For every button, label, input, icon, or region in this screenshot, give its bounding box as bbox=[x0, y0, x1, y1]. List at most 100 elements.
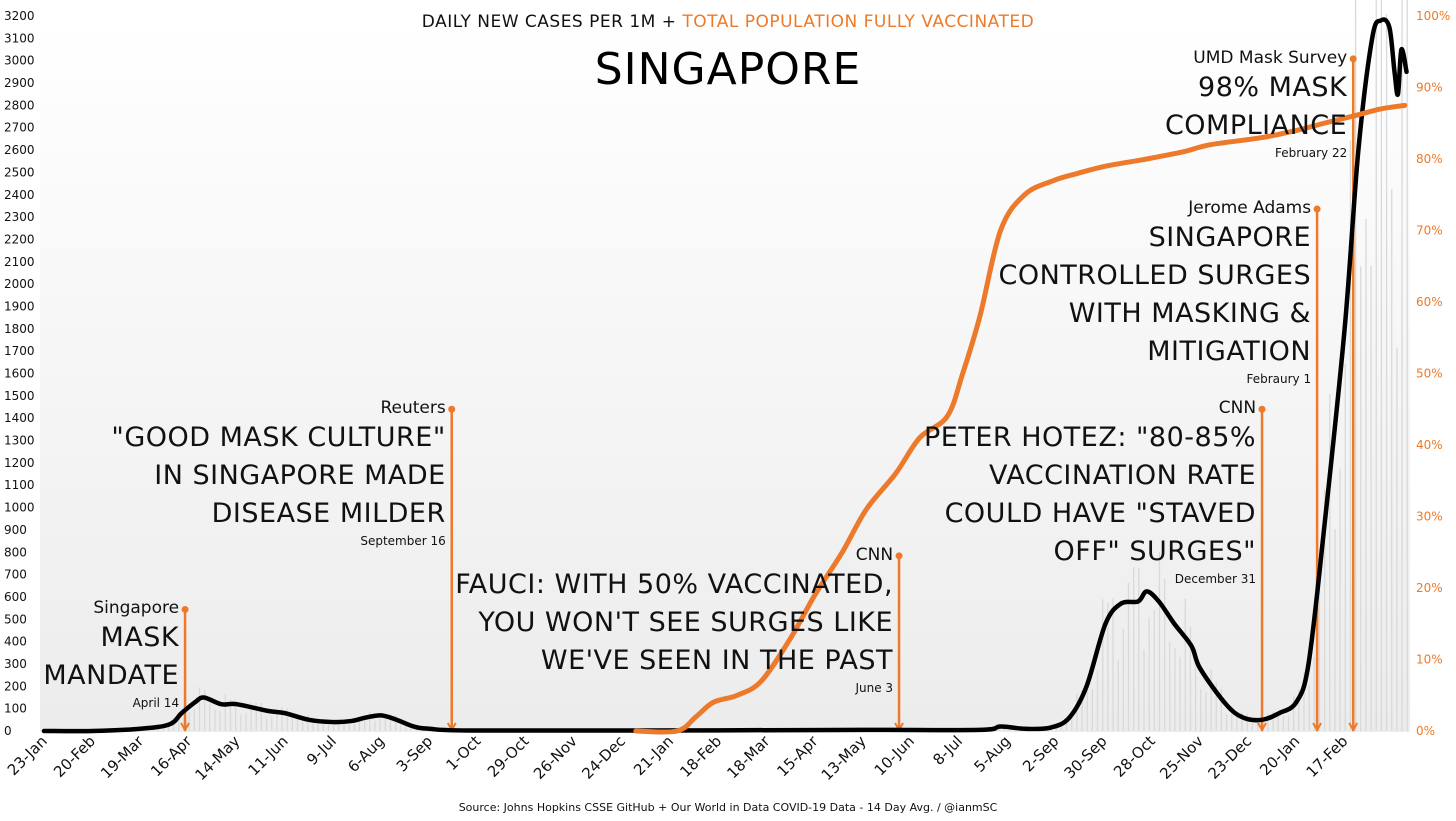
y-left-tick-label: 100 bbox=[4, 702, 27, 716]
y-left-tick-label: 1200 bbox=[4, 456, 35, 470]
daily-case-bar bbox=[265, 718, 268, 731]
daily-case-bar bbox=[255, 702, 257, 731]
daily-case-bar bbox=[389, 713, 392, 731]
daily-case-bar bbox=[307, 715, 309, 731]
y-left-tick-label: 2400 bbox=[4, 188, 35, 202]
daily-case-bar bbox=[1194, 652, 1197, 731]
y-left-tick-label: 2800 bbox=[4, 98, 35, 112]
daily-case-bar bbox=[157, 728, 159, 731]
daily-case-bar bbox=[1163, 578, 1166, 731]
x-tick-label: 25-Nov bbox=[1156, 732, 1207, 783]
x-tick-label: 8-Jul bbox=[929, 732, 966, 769]
daily-case-bar bbox=[1391, 189, 1393, 731]
annotation-block: CNN PETER HOTEZ: "80-85% VACCINATION RATE C… bbox=[924, 397, 1256, 587]
daily-case-bar bbox=[1251, 722, 1254, 731]
daily-case-bar bbox=[1205, 691, 1207, 731]
annotation-source: Jerome Adams bbox=[1188, 198, 1312, 219]
y-right-tick-label: 50% bbox=[1416, 367, 1443, 381]
annotation-headline: YOU WON'T SEE SURGES LIKE bbox=[478, 606, 894, 638]
daily-case-bar bbox=[1215, 681, 1217, 731]
daily-case-bar bbox=[1241, 712, 1243, 731]
daily-case-bar bbox=[1303, 672, 1305, 731]
daily-case-bar bbox=[1313, 657, 1315, 731]
x-tick-label: 3-Sep bbox=[393, 732, 436, 775]
daily-case-bar bbox=[1138, 568, 1140, 731]
daily-case-bar bbox=[1133, 567, 1135, 731]
daily-case-bar bbox=[353, 723, 355, 731]
y-left-tick-label: 2900 bbox=[4, 76, 35, 90]
daily-case-bar bbox=[1385, 14, 1388, 732]
daily-case-bar bbox=[1396, 347, 1398, 731]
annotation-dot bbox=[895, 552, 903, 560]
daily-case-bar bbox=[193, 708, 195, 731]
annotation-arrow bbox=[180, 722, 190, 733]
daily-case-bar bbox=[1112, 598, 1114, 731]
daily-case-bar bbox=[1174, 648, 1176, 731]
daily-case-bar bbox=[1360, 266, 1362, 731]
annotation-dot bbox=[181, 605, 189, 613]
daily-case-bar bbox=[234, 700, 237, 731]
annotation-date: June 3 bbox=[855, 680, 894, 695]
y-left-tick-label: 3000 bbox=[4, 54, 35, 68]
daily-case-bar bbox=[1127, 582, 1130, 731]
annotation-headline: COULD HAVE "STAVED bbox=[944, 498, 1257, 530]
x-tick-label: 1-Oct bbox=[442, 732, 484, 774]
annotation-headline: "GOOD MASK CULTURE" bbox=[111, 422, 446, 454]
daily-case-bar bbox=[379, 718, 381, 731]
annotation-block: Reuters "GOOD MASK CULTURE" IN SINGAPORE M… bbox=[111, 397, 445, 549]
annotation-date: Febraury 1 bbox=[1246, 372, 1312, 387]
daily-case-bar bbox=[1153, 610, 1155, 731]
daily-case-bar bbox=[1354, 0, 1357, 732]
y-left-tick-label: 1900 bbox=[4, 299, 35, 313]
daily-case-bar bbox=[333, 719, 335, 731]
annotation-block: Singapore MASK MANDATE April 14 bbox=[43, 597, 179, 711]
daily-case-bar bbox=[1200, 689, 1202, 731]
daily-case-bar bbox=[1107, 602, 1109, 731]
daily-case-bar bbox=[286, 708, 288, 731]
daily-case-bar bbox=[363, 715, 366, 731]
x-tick-label: 23-Dec bbox=[1205, 732, 1256, 783]
daily-case-bar bbox=[281, 706, 283, 731]
daily-case-bar bbox=[1339, 468, 1341, 731]
daily-case-bar bbox=[1081, 690, 1083, 731]
x-tick-label: 24-Dec bbox=[578, 732, 629, 783]
y-right-tick-label: 0% bbox=[1416, 724, 1435, 738]
daily-case-bar bbox=[178, 712, 180, 731]
daily-case-bar bbox=[224, 694, 226, 731]
title-cases: DAILY NEW CASES PER 1M + bbox=[421, 12, 677, 32]
x-tick-label: 15-Apr bbox=[773, 732, 822, 781]
daily-case-bar bbox=[1236, 711, 1238, 731]
annotation-headline: WITH MASKING & bbox=[1068, 298, 1312, 330]
daily-case-bar bbox=[322, 723, 325, 731]
annotation-dot bbox=[1313, 205, 1321, 213]
daily-case-bar bbox=[1308, 684, 1310, 731]
series-line-fully-vaccinated bbox=[633, 102, 1408, 735]
daily-case-bar bbox=[271, 715, 273, 731]
annotation-date: February 22 bbox=[1274, 145, 1348, 160]
annotation-headline: MASK bbox=[100, 622, 180, 654]
daily-case-bar bbox=[358, 718, 361, 731]
annotation-headline: FAUCI: WITH 50% VACCINATED, bbox=[455, 568, 894, 600]
y-left-tick-label: 2700 bbox=[4, 121, 35, 135]
daily-case-bar bbox=[1117, 660, 1119, 731]
y-left-tick-label: 800 bbox=[4, 545, 27, 559]
x-tick-label: 21-Jan bbox=[630, 732, 677, 779]
y-left-tick-label: 300 bbox=[4, 657, 27, 671]
y-right-tick-label: 60% bbox=[1416, 295, 1443, 309]
daily-case-bar bbox=[229, 699, 232, 731]
y-left-tick-label: 1700 bbox=[4, 344, 35, 358]
daily-case-bar bbox=[291, 718, 294, 731]
daily-case-bar bbox=[1184, 598, 1186, 731]
x-tick-label: 6-Aug bbox=[344, 732, 388, 776]
daily-case-bar bbox=[394, 715, 397, 731]
annotation-date: September 16 bbox=[360, 534, 446, 549]
x-tick-label: 18-Feb bbox=[676, 732, 725, 781]
annotation-headline: VACCINATION RATE bbox=[988, 460, 1257, 492]
daily-case-bar bbox=[1344, 363, 1346, 731]
annotation-block: UMD Mask Survey 98% MASK COMPLIANCE Februar… bbox=[1165, 47, 1347, 161]
annotation-dot bbox=[448, 405, 456, 413]
daily-case-bar bbox=[1220, 688, 1223, 731]
daily-case-bar bbox=[348, 724, 350, 731]
x-tick-label: 2-Sep bbox=[1019, 732, 1062, 775]
